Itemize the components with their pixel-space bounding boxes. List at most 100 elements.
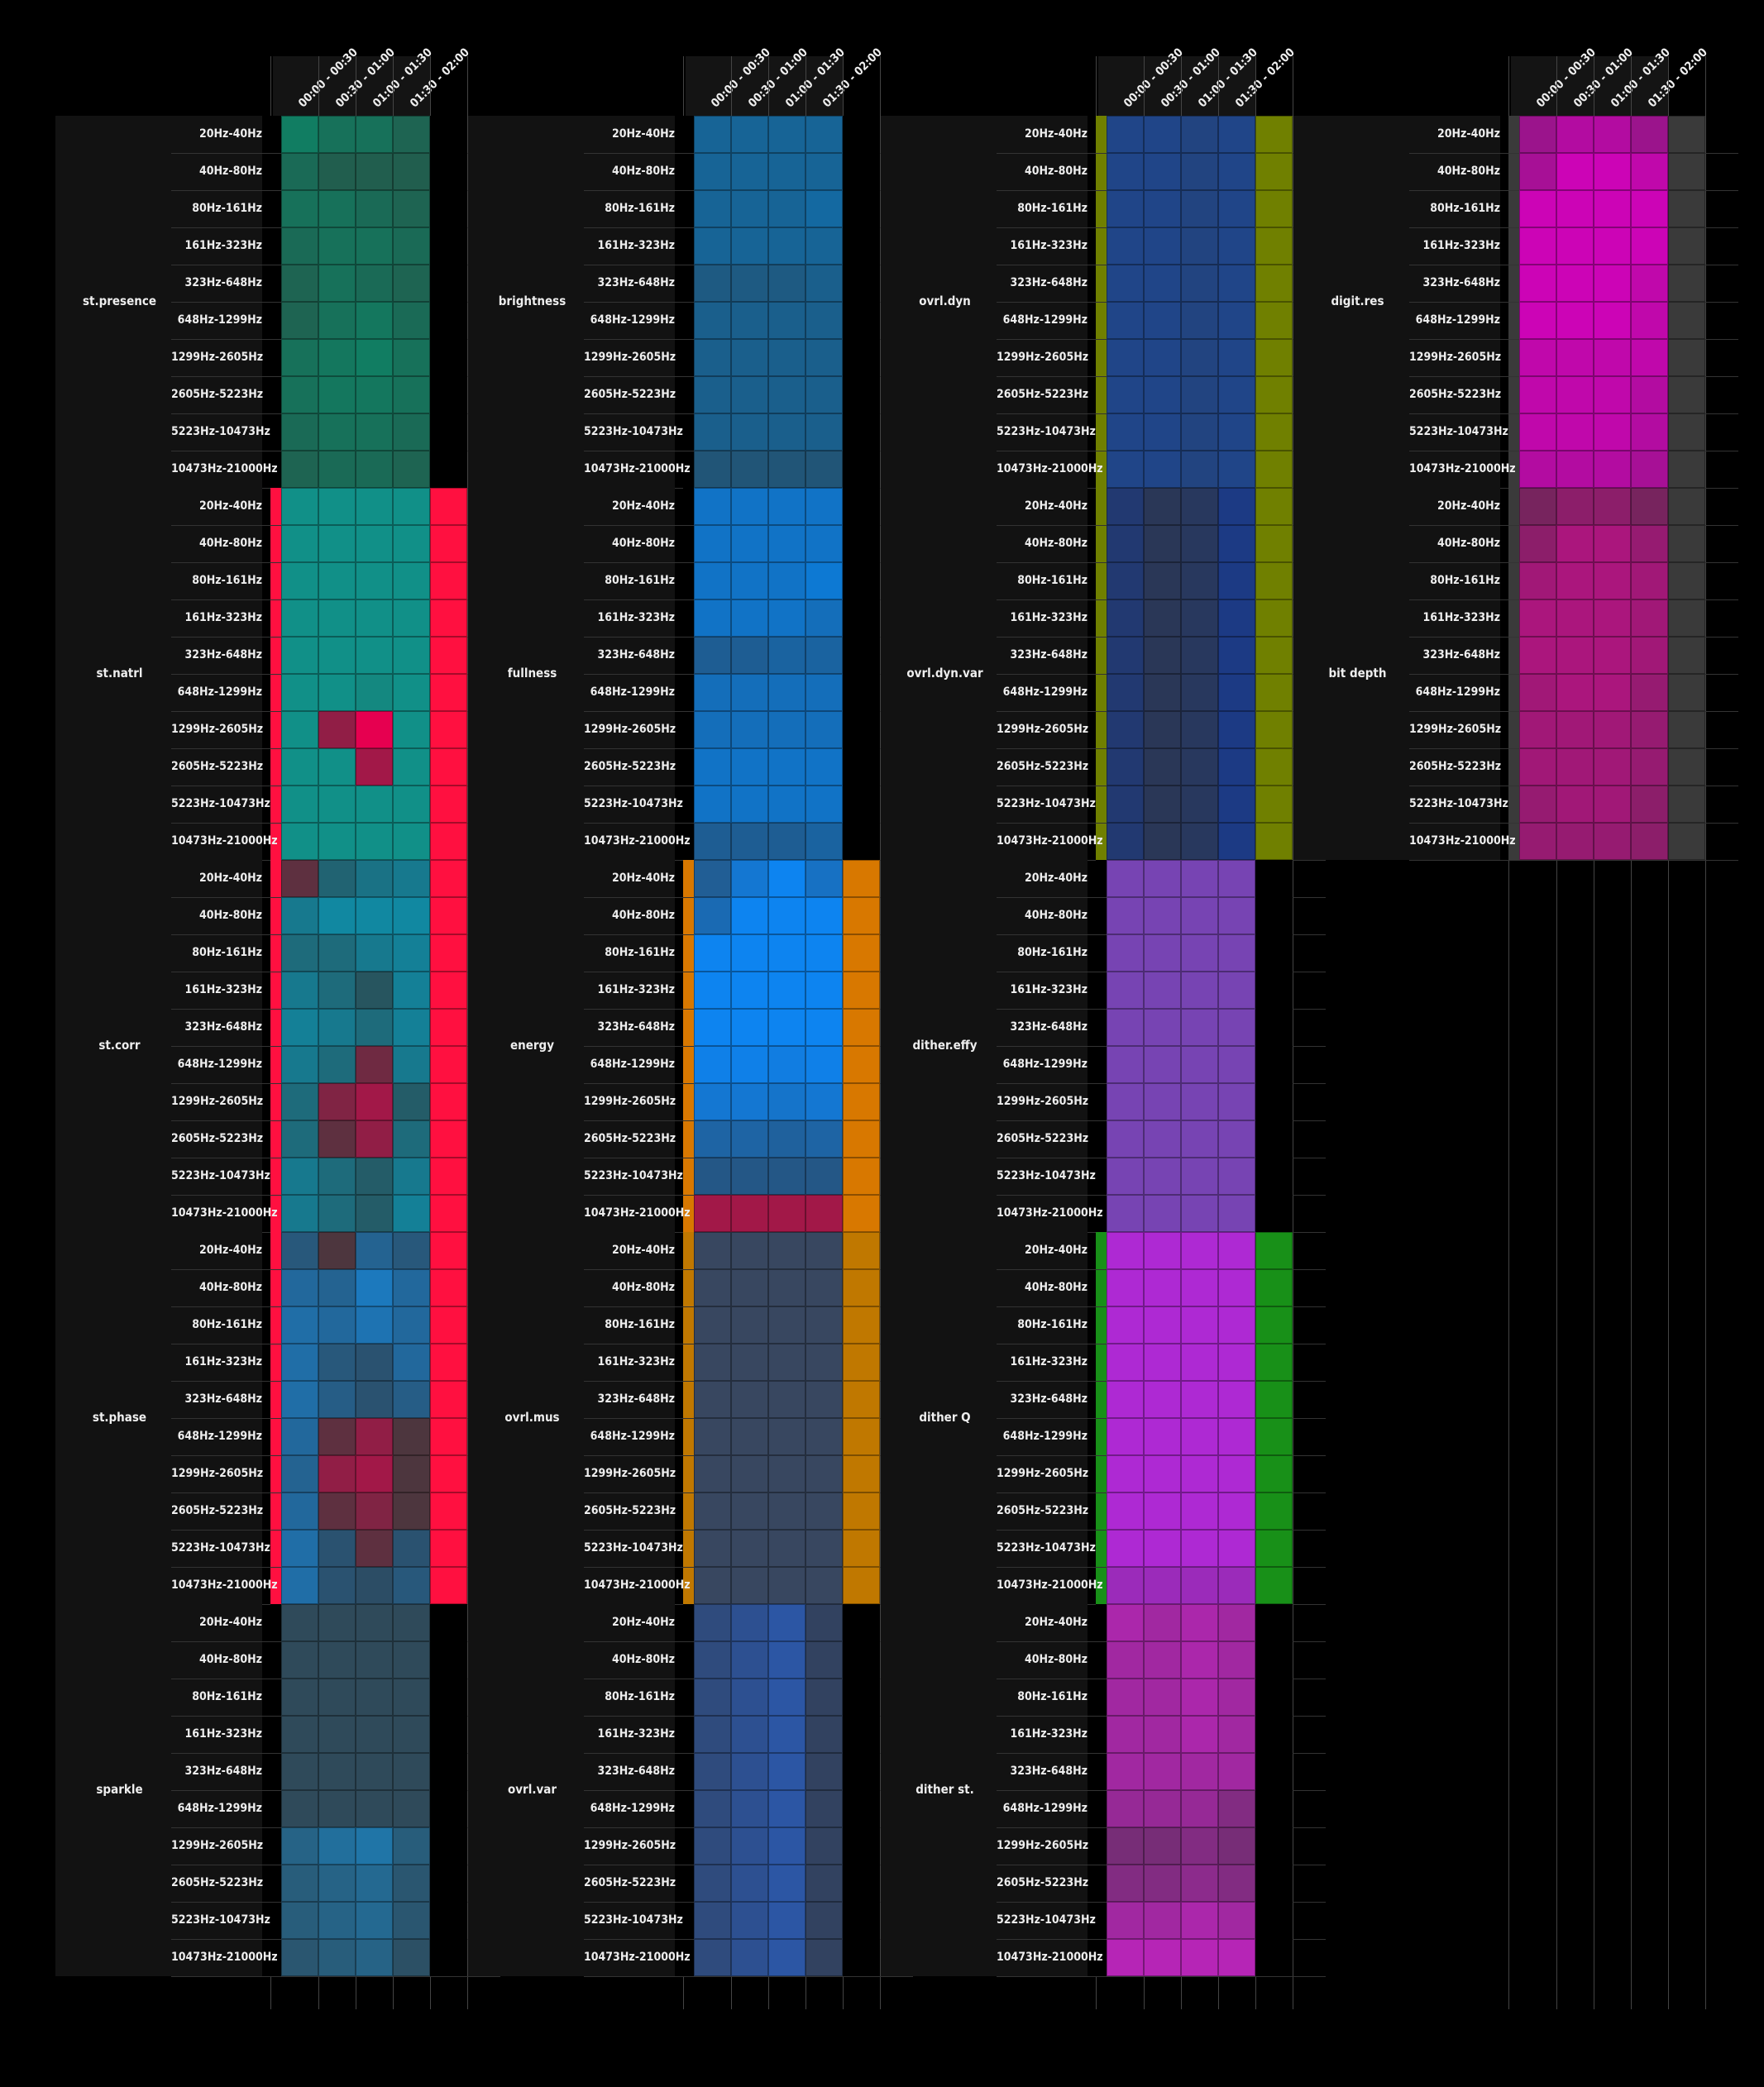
metric-label: energy bbox=[509, 1038, 555, 1053]
heatmap-cell bbox=[1218, 488, 1255, 525]
heatmap-cell bbox=[393, 1046, 430, 1083]
heatmap-cell bbox=[281, 525, 318, 562]
band-label: 10473Hz-21000Hz bbox=[171, 834, 278, 848]
band-label: 2605Hz-5223Hz bbox=[584, 1132, 676, 1145]
heatmap-cell bbox=[1181, 823, 1218, 860]
heatmap-cell bbox=[1668, 674, 1705, 711]
heatmap-cell bbox=[1181, 451, 1218, 488]
heatmap-cell bbox=[694, 265, 731, 302]
band-label: 40Hz-80Hz bbox=[611, 1281, 675, 1294]
heatmap-cell bbox=[1144, 711, 1181, 748]
heatmap-cell bbox=[1255, 1120, 1293, 1158]
heatmap-cell bbox=[1107, 1418, 1144, 1455]
heatmap-cell bbox=[1218, 1269, 1255, 1306]
heatmap-cell bbox=[281, 786, 318, 823]
heatmap-cell bbox=[1144, 1232, 1181, 1269]
heatmap-cell bbox=[393, 599, 430, 637]
heatmap-cell bbox=[843, 1381, 880, 1418]
heatmap-cell bbox=[1144, 1827, 1181, 1865]
band-label: 648Hz-1299Hz bbox=[590, 1802, 675, 1815]
heatmap-cell bbox=[1144, 1455, 1181, 1492]
heatmap-cell bbox=[806, 1306, 843, 1344]
heatmap-cell bbox=[806, 1716, 843, 1753]
heatmap-cell bbox=[1107, 748, 1144, 786]
heatmap-cell bbox=[1181, 1939, 1218, 1976]
band-label: 5223Hz-10473Hz bbox=[1409, 797, 1508, 810]
heatmap-cell bbox=[356, 1344, 393, 1381]
band-label: 161Hz-323Hz bbox=[597, 611, 675, 624]
heatmap-cell bbox=[1107, 265, 1144, 302]
heatmap-cell bbox=[281, 1827, 318, 1865]
heatmap-cell bbox=[318, 1344, 356, 1381]
heatmap-cell bbox=[1181, 786, 1218, 823]
heatmap-cell bbox=[1556, 153, 1594, 190]
heatmap-cell bbox=[1218, 1120, 1255, 1158]
heatmap-cell bbox=[731, 897, 768, 934]
heatmap-cell bbox=[806, 1604, 843, 1641]
heatmap-cell bbox=[281, 1418, 318, 1455]
band-label: 10473Hz-21000Hz bbox=[997, 834, 1103, 848]
heatmap-cell bbox=[1255, 599, 1293, 637]
band-label: 323Hz-648Hz bbox=[1422, 276, 1500, 289]
heatmap-cell bbox=[430, 748, 467, 786]
heatmap-cell bbox=[694, 1753, 731, 1790]
heatmap-cell bbox=[694, 1902, 731, 1939]
heatmap-cell bbox=[356, 376, 393, 413]
heatmap-cell bbox=[768, 1120, 806, 1158]
heatmap-cell bbox=[393, 1641, 430, 1679]
band-label: 10473Hz-21000Hz bbox=[997, 462, 1103, 475]
heatmap-cell bbox=[843, 860, 880, 897]
heatmap-cell bbox=[1255, 413, 1293, 451]
heatmap-cell bbox=[1107, 562, 1144, 599]
heatmap-cell bbox=[843, 1641, 880, 1679]
heatmap-cell bbox=[393, 748, 430, 786]
heatmap-cell bbox=[1255, 1641, 1293, 1679]
grid-line-vertical bbox=[467, 56, 468, 2009]
heatmap-cell bbox=[806, 339, 843, 376]
heatmap-cell bbox=[731, 1492, 768, 1530]
heatmap-cell bbox=[1594, 562, 1631, 599]
band-label: 648Hz-1299Hz bbox=[590, 313, 675, 327]
metric-label: fullness bbox=[507, 666, 557, 681]
heatmap-cell bbox=[430, 302, 467, 339]
heatmap-cell bbox=[281, 637, 318, 674]
heatmap-cell bbox=[1255, 1009, 1293, 1046]
heatmap-cell bbox=[281, 488, 318, 525]
heatmap-cell bbox=[356, 153, 393, 190]
heatmap-cell bbox=[356, 1492, 393, 1530]
heatmap-cell bbox=[1181, 153, 1218, 190]
heatmap-cell bbox=[356, 1009, 393, 1046]
heatmap-cell bbox=[1594, 488, 1631, 525]
heatmap-cell bbox=[393, 488, 430, 525]
time-header bbox=[686, 56, 843, 116]
band-label: 40Hz-80Hz bbox=[1437, 537, 1500, 550]
heatmap-cell bbox=[1107, 1120, 1144, 1158]
heatmap-cell bbox=[356, 562, 393, 599]
heatmap-cell bbox=[1255, 1530, 1293, 1567]
band-label: 10473Hz-21000Hz bbox=[171, 1206, 278, 1220]
heatmap-cell bbox=[694, 1865, 731, 1902]
heatmap-cell bbox=[806, 1083, 843, 1120]
heatmap-cell bbox=[1519, 227, 1556, 265]
heatmap-cell bbox=[1594, 153, 1631, 190]
heatmap-cell bbox=[281, 265, 318, 302]
band-label: 40Hz-80Hz bbox=[1024, 909, 1088, 922]
heatmap-cell bbox=[430, 1716, 467, 1753]
heatmap-cell bbox=[356, 1232, 393, 1269]
heatmap-cell bbox=[1107, 711, 1144, 748]
heatmap-cell bbox=[281, 599, 318, 637]
metric-group: bit depth bbox=[1293, 488, 1500, 860]
heatmap-cell bbox=[1631, 451, 1668, 488]
heatmap-cell bbox=[1181, 190, 1218, 227]
heatmap-cell bbox=[694, 451, 731, 488]
heatmap-cell bbox=[1107, 116, 1144, 153]
heatmap-cell bbox=[806, 1679, 843, 1716]
heatmap-cell bbox=[1668, 488, 1705, 525]
heatmap-cell bbox=[694, 823, 731, 860]
band-label: 161Hz-323Hz bbox=[597, 1355, 675, 1368]
heatmap-cell bbox=[1631, 674, 1668, 711]
heatmap-cell bbox=[694, 1641, 731, 1679]
heatmap-cell bbox=[1107, 413, 1144, 451]
heatmap-cell bbox=[1255, 116, 1293, 153]
heatmap-cell bbox=[1107, 1679, 1144, 1716]
